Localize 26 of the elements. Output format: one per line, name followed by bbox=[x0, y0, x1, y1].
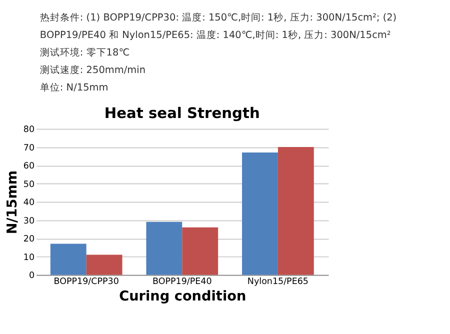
x-tick-label: BOPP19/PE40 bbox=[152, 277, 212, 288]
y-tick-label: 10 bbox=[23, 252, 35, 263]
text: 单位: N/15mm bbox=[40, 82, 108, 94]
y-tick-label: 40 bbox=[23, 198, 35, 208]
y-tick-label: 80 bbox=[23, 125, 35, 136]
y-tick-label: 50 bbox=[23, 180, 35, 190]
bar bbox=[86, 254, 122, 275]
x-axis-title: Curing condition bbox=[119, 288, 246, 305]
text: BOPP19/PE40 和 Nylon15/PE65: 温度: 140℃,时间: 1秒, 压力: 300N/15cm² bbox=[40, 29, 391, 42]
y-tick-label: 60 bbox=[23, 162, 35, 172]
y-tick-label: 20 bbox=[23, 234, 35, 245]
y-tick-label: 0 bbox=[29, 271, 35, 282]
text: 测试环境: 零下18℃ bbox=[40, 46, 130, 59]
x-tick-label: BOPP19/CPP30 bbox=[54, 277, 119, 288]
y-tick-label: 30 bbox=[23, 216, 35, 226]
bar bbox=[242, 152, 278, 275]
bar bbox=[278, 146, 314, 275]
bar bbox=[146, 222, 182, 275]
chart-title: Heat seal Strength bbox=[104, 105, 260, 122]
bar bbox=[50, 244, 86, 275]
bar bbox=[182, 227, 218, 275]
y-axis-title: N/15mm bbox=[4, 170, 21, 234]
text: 测试速度: 250mm/min bbox=[40, 64, 146, 76]
text: 热封条件: (1) BOPP19/CPP30: 温度: 150℃,时间: 1秒, 压力: 300N/15cm²; (2) bbox=[40, 12, 397, 24]
y-tick-label: 70 bbox=[23, 143, 35, 154]
x-tick-label: Nylon15/PE65 bbox=[247, 277, 308, 288]
